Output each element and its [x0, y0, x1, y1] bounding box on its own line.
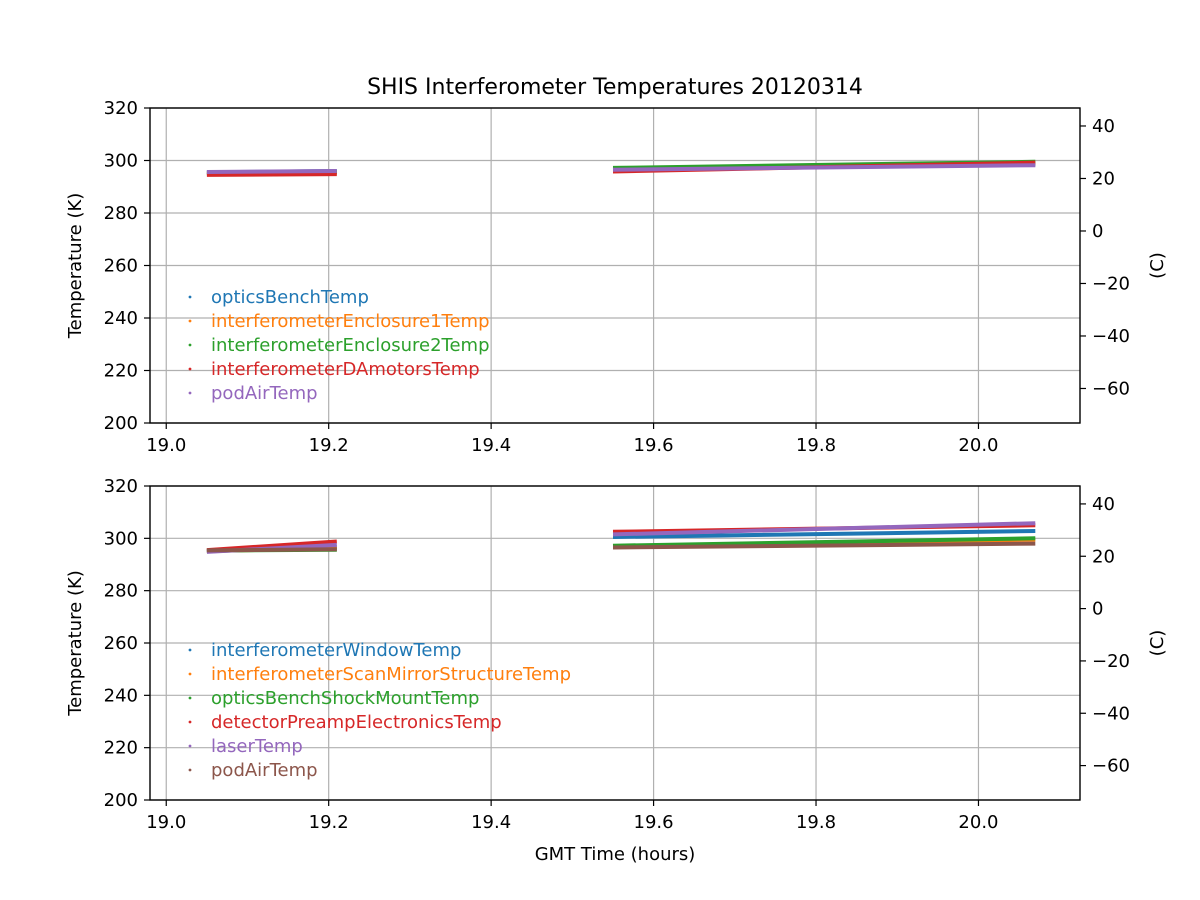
panel-0-y-tick-label-5: 300 [104, 151, 138, 172]
panel-0-series-4-segment-0 [206, 169, 337, 174]
panel-1-legend-label-0: interferometerWindowTemp [211, 640, 461, 661]
panel-1-series-5-segment-0 [206, 547, 337, 553]
panel-1-legend-label-3: detectorPreampElectronicsTemp [211, 712, 502, 733]
panel-1-legend-label-4: laserTemp [211, 736, 303, 757]
panel-1-x-tick-label-2: 19.4 [471, 812, 511, 833]
panel-1-x-tick-label-3: 19.6 [634, 812, 674, 833]
panel-0-legend-marker-2 [188, 343, 192, 347]
panel-0-series-4-segment-1 [612, 163, 1036, 172]
panel-1-legend-marker-5 [188, 768, 192, 772]
panel-1-legend-label-1: interferometerScanMirrorStructureTemp [211, 664, 571, 685]
panel-0-x-tick-label-2: 19.4 [471, 435, 511, 456]
panel-0-legend-label-0: opticsBenchTemp [211, 287, 369, 308]
panel-1-right-y-axis-label: (C) [1147, 630, 1168, 657]
panel-1-y-tick-label-2: 240 [104, 685, 138, 706]
panel-0-legend-label-3: interferometerDAmotorsTemp [211, 359, 480, 380]
panel-1-series-4-segment-1 [612, 521, 1036, 537]
panel-1-y-tick-label-3: 260 [104, 633, 138, 654]
panel-0-legend-label-4: podAirTemp [211, 383, 318, 404]
panel-0-legend-marker-3 [188, 367, 192, 371]
panel-0-x-tick-label-1: 19.2 [309, 435, 349, 456]
panel-0-x-tick-label-3: 19.6 [634, 435, 674, 456]
chart-title: SHIS Interferometer Temperatures 2012031… [367, 75, 863, 100]
panel-0-right-y-tick-label-4: 20 [1092, 168, 1115, 189]
panel-1-legend-marker-4 [188, 744, 192, 748]
panel-0-y-tick-label-3: 260 [104, 256, 138, 277]
panel-0-legend-marker-0 [188, 295, 192, 299]
panel-0-right-y-axis-label: (C) [1147, 252, 1168, 279]
panel-0-series-3-segment-0 [206, 172, 337, 177]
panel-1-legend-marker-3 [188, 720, 192, 724]
panel-0-x-tick-label-5: 20.0 [958, 435, 998, 456]
panel-0-x-tick-label-0: 19.0 [146, 435, 186, 456]
x-axis-label: GMT Time (hours) [535, 844, 696, 865]
panel-1-y-tick-label-4: 280 [104, 581, 138, 602]
panel-1-right-y-tick-label-2: −20 [1092, 651, 1130, 672]
panel-1-y-tick-label-5: 300 [104, 528, 138, 549]
panel-1-x-tick-label-4: 19.8 [796, 812, 836, 833]
panel-1-y-tick-label-6: 320 [104, 476, 138, 497]
panel-0-right-y-tick-label-3: 0 [1092, 221, 1103, 242]
panel-1-legend-label-2: opticsBenchShockMountTemp [211, 688, 479, 709]
panel-1-right-y-tick-label-4: 20 [1092, 546, 1115, 567]
panel-1-legend-marker-1 [188, 672, 192, 676]
panel-1-right-y-tick-label-0: −60 [1092, 756, 1130, 777]
panel-1-y-tick-label-0: 200 [104, 790, 138, 811]
panel-0-y-axis-label: Temperature (K) [65, 193, 86, 340]
panel-1-series-0-segment-1 [612, 529, 1036, 539]
panel-1-series-2-segment-1 [612, 536, 1036, 548]
panel-1-right-y-tick-label-3: 0 [1092, 599, 1103, 620]
panel-1-series-5-segment-1 [612, 541, 1036, 550]
panel-0-y-tick-label-2: 240 [104, 308, 138, 329]
panel-0-right-y-tick-label-2: −20 [1092, 273, 1130, 294]
panel-1-legend-label-5: podAirTemp [211, 760, 318, 781]
panel-0-y-tick-label-1: 220 [104, 361, 138, 382]
panel-1-right-y-tick-label-5: 40 [1092, 494, 1115, 515]
panel-1-legend-marker-2 [188, 696, 192, 700]
panel-0-y-tick-label-4: 280 [104, 203, 138, 224]
bottom-panel: 19.0 19.2 19.4 19.6 19.8 20.02002202402602803… [65, 476, 1168, 833]
panel-1-x-tick-label-5: 20.0 [958, 812, 998, 833]
panel-0-y-tick-label-6: 320 [104, 98, 138, 119]
panel-1-x-tick-label-0: 19.0 [146, 812, 186, 833]
top-panel: 19.0 19.2 19.4 19.6 19.8 20.02002202402602803… [65, 98, 1168, 456]
panel-0-legend-marker-1 [188, 319, 192, 323]
panel-0-x-tick-label-4: 19.8 [796, 435, 836, 456]
panel-1-y-axis-label: Temperature (K) [65, 570, 86, 717]
panel-1-y-tick-label-1: 220 [104, 738, 138, 759]
panel-0-y-tick-label-0: 200 [104, 413, 138, 434]
panel-0-right-y-tick-label-1: −40 [1092, 326, 1130, 347]
panel-0-right-y-tick-label-5: 40 [1092, 116, 1115, 137]
panel-0-legend-label-2: interferometerEnclosure2Temp [211, 335, 490, 356]
panel-0-legend-marker-4 [188, 391, 192, 395]
panel-1-x-tick-label-1: 19.2 [309, 812, 349, 833]
panel-1-right-y-tick-label-1: −40 [1092, 703, 1130, 724]
panel-1-legend-marker-0 [188, 648, 192, 652]
panel-0-right-y-tick-label-0: −60 [1092, 378, 1130, 399]
panel-0-legend-label-1: interferometerEnclosure1Temp [211, 311, 490, 332]
